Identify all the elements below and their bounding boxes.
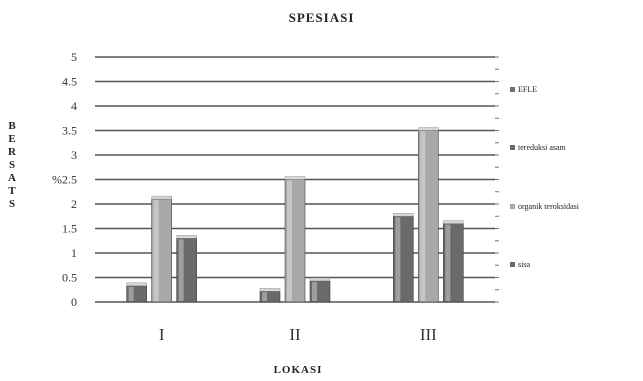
y-tick-label: 3	[71, 148, 77, 162]
bar-highlight	[395, 217, 401, 301]
legend-item: tereduksi asam	[510, 143, 566, 152]
legend-item: EFLE	[510, 85, 537, 94]
bar-top	[393, 213, 414, 217]
y-tick-label: 0	[71, 295, 77, 309]
y-tick-label: 1	[71, 246, 77, 260]
bar-highlight	[420, 131, 426, 301]
y-tick-label: 5	[71, 50, 77, 64]
x-tick-label: III	[420, 325, 437, 344]
y-axis-label: BERSATS	[8, 120, 16, 210]
bar-top	[284, 176, 306, 180]
bar-top	[309, 277, 331, 282]
legend-swatch	[510, 262, 515, 267]
chart-title: SPESIASI	[288, 10, 355, 25]
legend-swatch	[510, 204, 515, 209]
y-tick-label: 4	[71, 99, 77, 113]
legend-label: sisa	[518, 260, 530, 269]
legend-swatch	[510, 87, 515, 92]
bar-top	[259, 288, 281, 292]
legend-label: EFLE	[518, 85, 538, 94]
y-tick-label: %2.5	[52, 173, 77, 187]
bar-highlight	[445, 224, 451, 301]
y-tick-label: 3.5	[62, 124, 77, 138]
x-tick-label: II	[289, 325, 301, 344]
bar-highlight	[153, 200, 159, 301]
bar-highlight	[178, 239, 184, 301]
legend-swatch	[510, 145, 515, 150]
bar-top	[418, 127, 439, 131]
bar-top	[443, 220, 464, 224]
bar-highlight	[312, 281, 317, 301]
bar-highlight	[128, 286, 134, 301]
bar-top	[151, 195, 172, 200]
y-tick-label: 4.5	[62, 75, 77, 89]
y-tick-label: 0.5	[62, 271, 77, 285]
y-tick-label: 1.5	[62, 222, 77, 236]
legend-label: tereduksi asam	[518, 143, 566, 152]
legend-item: organik teroksidasi	[510, 202, 579, 211]
x-axis-label: LOKASI	[273, 364, 323, 376]
bar-highlight	[262, 292, 267, 301]
legend-item: sisa	[510, 260, 530, 269]
y-tick-label: 2	[71, 197, 77, 211]
bar-top	[176, 235, 197, 239]
bar-highlight	[287, 180, 292, 301]
legend-label: organik teroksidasi	[518, 202, 579, 211]
bar-top	[126, 282, 147, 287]
x-tick-label: I	[159, 325, 165, 344]
